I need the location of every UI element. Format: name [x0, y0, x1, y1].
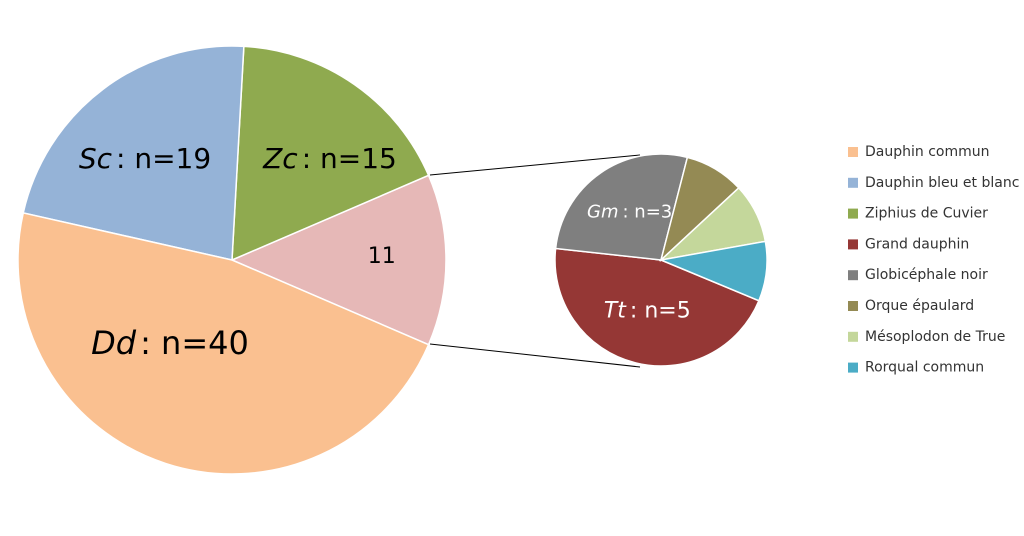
- pie-slice: [554, 247, 760, 367]
- legend-text: Dauphin bleu et blanc: [865, 175, 1019, 191]
- label-abbr: Dd: [91, 324, 137, 362]
- label-value: : n=15: [302, 142, 397, 175]
- data-label: 11: [368, 244, 396, 269]
- label-abbr: Gm: [587, 202, 618, 223]
- legend-text: Rorqual commun: [865, 360, 984, 376]
- label-abbr: Tt: [604, 298, 627, 323]
- pie-slice: [17, 212, 430, 475]
- data-label: Zc: n=15: [262, 142, 397, 175]
- pie-slice: [231, 45, 430, 262]
- legend-swatch: [848, 362, 858, 373]
- legend-text: Dauphin commun: [865, 144, 990, 160]
- pie-slice: [230, 174, 447, 346]
- label-value: : n=3: [623, 202, 673, 223]
- legend-text: Globicéphale noir: [865, 267, 988, 283]
- legend-swatch: [848, 177, 858, 188]
- pie-slice: [22, 45, 245, 261]
- data-label: Tt: n=5: [604, 298, 691, 323]
- legend-text: Grand dauphin: [865, 236, 969, 252]
- legend-swatch: [848, 301, 858, 311]
- pie-slice: [554, 153, 689, 261]
- label-abbr: Zc: [262, 142, 298, 175]
- legend-text: Mésoplodon de True: [865, 329, 1005, 345]
- connector-line: [429, 154, 641, 176]
- label-value: : n=40: [140, 324, 249, 362]
- data-label: Gm: n=3: [587, 202, 672, 223]
- legend-text: Orque épaulard: [865, 298, 974, 314]
- legend-swatch: [848, 331, 858, 342]
- label-value: : n=19: [116, 142, 211, 175]
- label-abbr: Sc: [79, 142, 113, 175]
- legend-swatch: [848, 270, 858, 281]
- legend-text: Ziphius de Cuvier: [865, 206, 988, 222]
- legend-swatch: [848, 208, 858, 219]
- data-label: Sc: n=19: [79, 142, 211, 175]
- data-label: Dd: n=40: [91, 324, 249, 362]
- pie-slice: [658, 240, 768, 302]
- legend-swatch: [848, 239, 858, 250]
- legend-swatch: [848, 147, 858, 157]
- connector-line: [429, 343, 641, 368]
- label-value: : n=5: [630, 298, 691, 323]
